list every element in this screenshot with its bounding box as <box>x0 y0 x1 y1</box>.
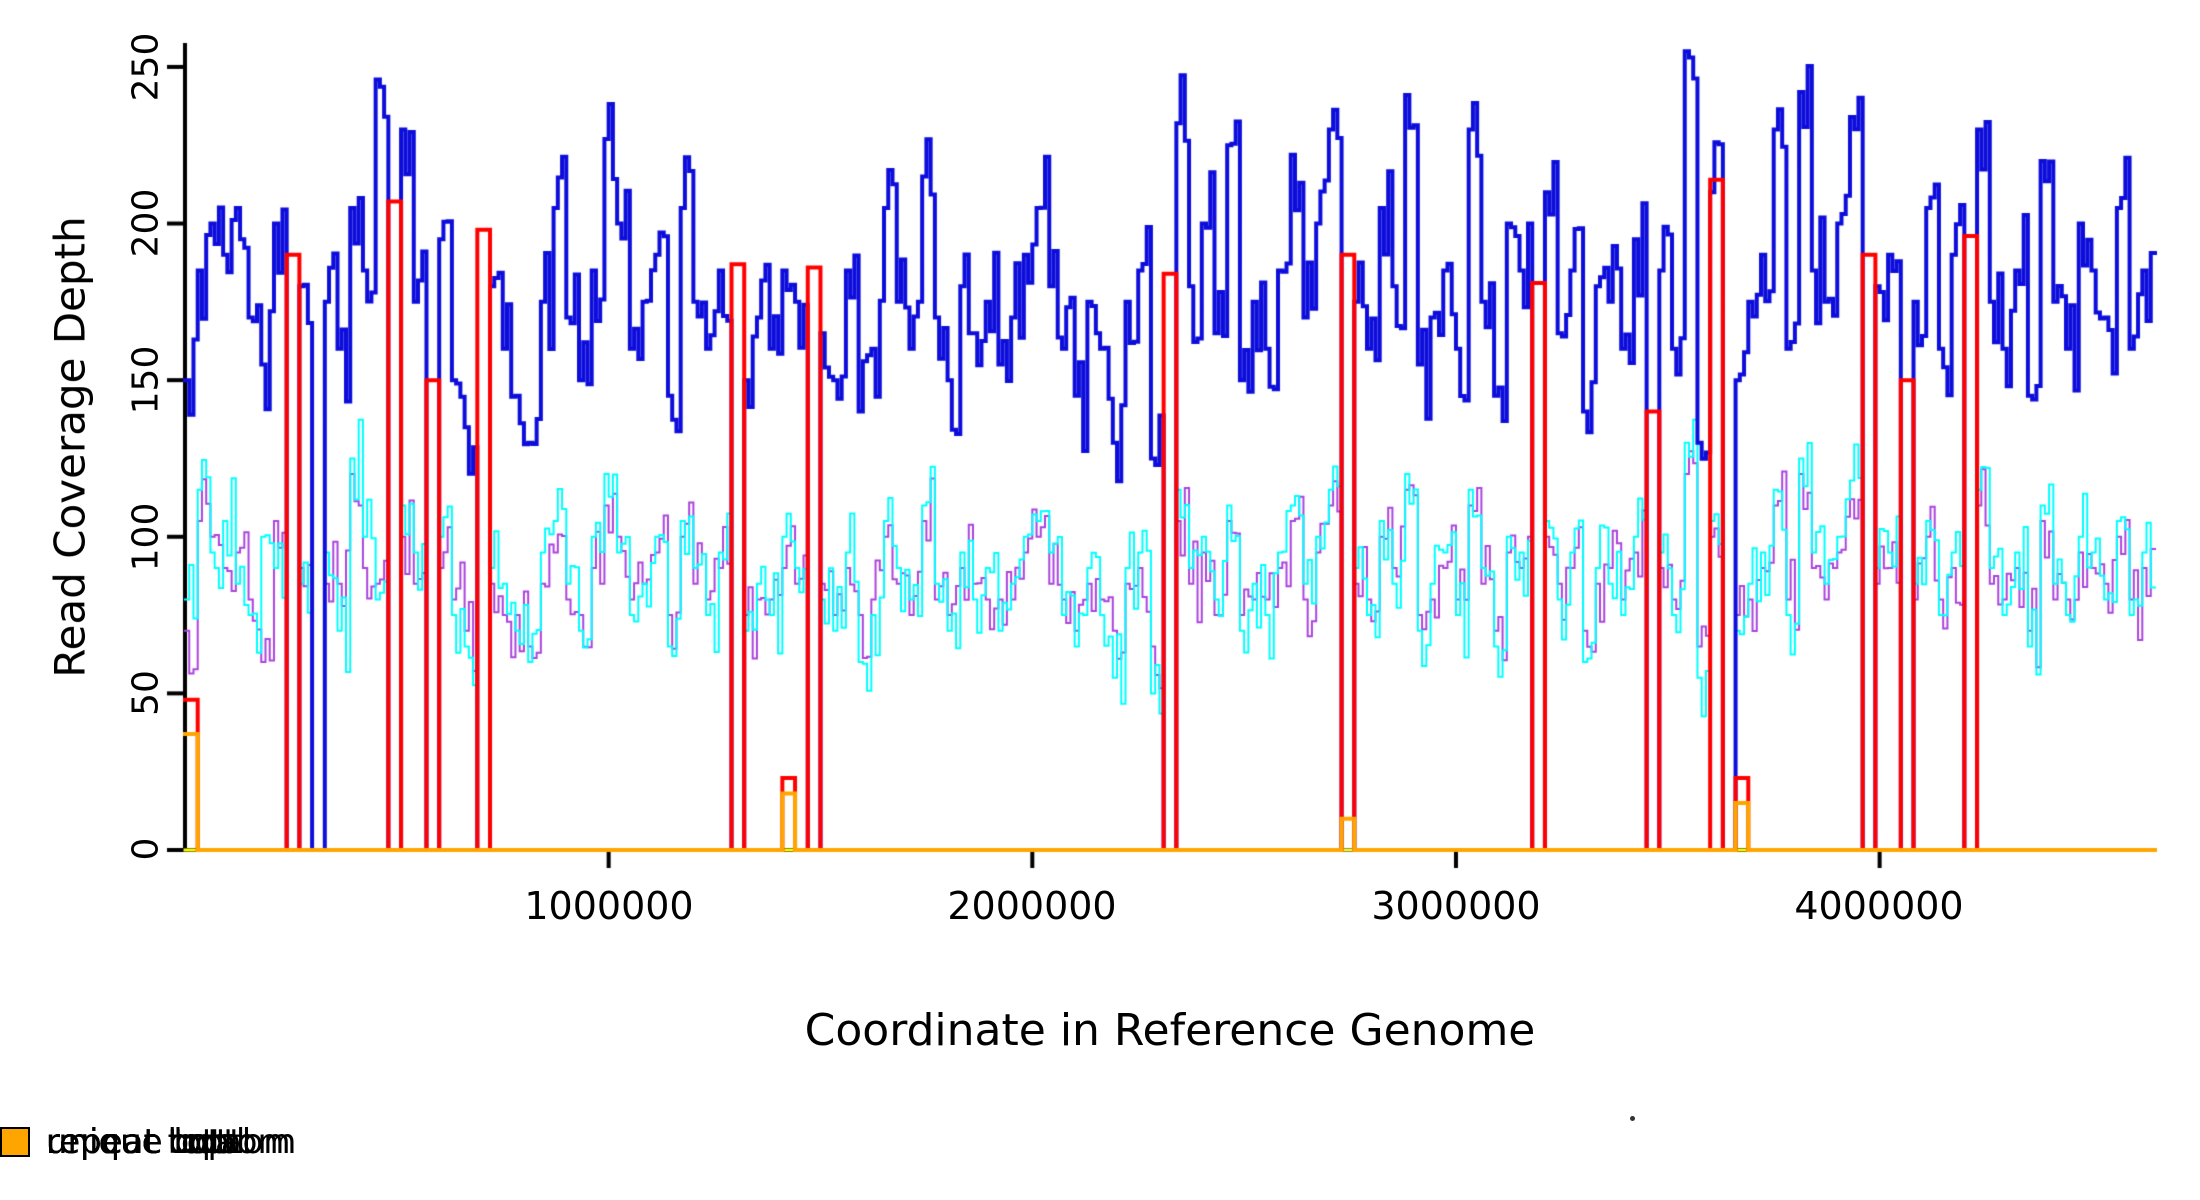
legend-label: repeat bottom <box>46 1122 291 1162</box>
x-tick-label: 3000000 <box>1371 884 1541 928</box>
repeat-bottom-swatch-icon <box>0 1127 30 1157</box>
y-tick-label: 200 <box>125 188 167 258</box>
y-tick-label: 250 <box>125 32 167 102</box>
y-axis-title: Read Coverage Depth <box>45 216 95 678</box>
legend-label: repeat top <box>46 1122 224 1162</box>
x-tick-label: 2000000 <box>947 884 1117 928</box>
legend-label: repeat total <box>46 1122 246 1162</box>
legend-item-repeat-bottom: repeat bottom <box>0 1122 291 1162</box>
x-tick-label: 1000000 <box>524 884 694 928</box>
legend-label: unique top <box>46 1122 230 1162</box>
stray-point <box>1630 1116 1635 1121</box>
y-tick-label: 150 <box>125 345 167 415</box>
legend-label: unique bottom <box>46 1122 297 1162</box>
legend-label: unique total <box>46 1122 252 1162</box>
x-tick-label: 4000000 <box>1794 884 1964 928</box>
legend-item-repeat-top: repeat top <box>0 1122 223 1162</box>
x-axis-title: Coordinate in Reference Genome <box>804 1005 1536 1056</box>
y-tick-label: 100 <box>125 502 167 572</box>
y-tick-label: 50 <box>125 670 167 716</box>
y-tick-label: 0 <box>125 837 167 861</box>
